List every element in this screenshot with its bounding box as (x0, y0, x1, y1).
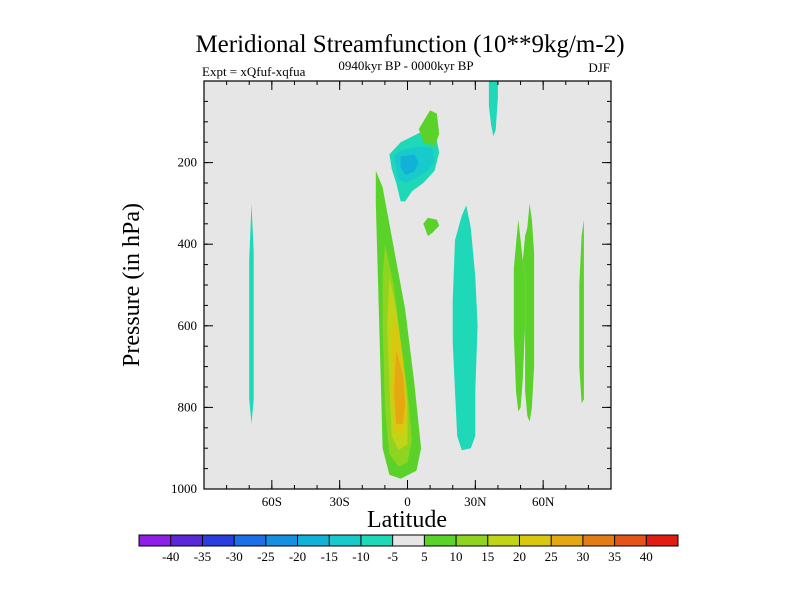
colorbar-level-label: -35 (194, 549, 211, 564)
colorbar-level-label: 10 (450, 549, 463, 564)
contour-region-positive-5-10-small-blob (423, 217, 440, 236)
colorbar-swatch (234, 535, 267, 546)
y-tick-label: 200 (178, 155, 198, 170)
colorbar-level-label: 25 (545, 549, 558, 564)
colorbar-level-label: 40 (640, 549, 653, 564)
x-tick-label: 60N (532, 494, 555, 509)
y-tick-label: 800 (178, 399, 198, 414)
colorbar-swatch (582, 535, 615, 546)
contour-region-positive-5-10-upper-tail (418, 110, 440, 147)
colorbar-level-label: -40 (162, 549, 179, 564)
colorbar-level-label: 5 (421, 549, 428, 564)
colorbar-swatch (646, 535, 679, 546)
x-tick-label: 30S (330, 494, 350, 509)
colorbar-swatch (456, 535, 489, 546)
colorbar-swatch (360, 535, 393, 546)
y-tick-label: 400 (178, 236, 198, 251)
colorbar-frame (138, 534, 679, 547)
contour-region-negative-5-10-top-strip (488, 81, 498, 137)
colorbar-swatch (139, 535, 172, 546)
colorbar-swatch (170, 535, 203, 546)
colorbar-level-label: -20 (289, 549, 306, 564)
contour-region-negative-5-10-sh-strip (249, 203, 254, 424)
colorbar-level-label: 35 (608, 549, 621, 564)
colorbar-swatch (424, 535, 457, 546)
contour-regions (249, 81, 584, 479)
colorbar-level-label: -10 (352, 549, 369, 564)
colorbar-swatch (519, 535, 552, 546)
contour-region-negative-15-20-upper (400, 154, 419, 175)
y-tick-label: 600 (178, 318, 198, 333)
chart-subtitle: 0940kyr BP - 0000kyr BP (338, 58, 473, 73)
colorbar-swatch (614, 535, 647, 546)
colorbar-level-label: -5 (387, 549, 398, 564)
colorbar-swatch (551, 535, 584, 546)
x-tick-label: 30N (464, 494, 487, 509)
colorbar-swatch (265, 535, 298, 546)
colorbar: -40 -35 -30 -25 -20 -15 -10 -5 5 10 15 20 25 30 35 40 (138, 534, 679, 564)
y-tick-label: 1000 (171, 481, 197, 496)
experiment-label: Expt = xQfuf-xqfua (202, 64, 306, 79)
contour-region-positive-5-10-nh-column-a (513, 219, 526, 412)
colorbar-swatch (202, 535, 235, 546)
colorbar-level-label: -30 (225, 549, 242, 564)
colorbar-swatch (487, 535, 520, 546)
colorbar-level-label: 15 (481, 549, 494, 564)
contour-region-positive-5-10-high-lat-strip (579, 219, 584, 404)
colorbar-level-label: 20 (513, 549, 526, 564)
x-tick-label: 0 (404, 494, 411, 509)
colorbar-level-label: 30 (576, 549, 589, 564)
chart-title: Meridional Streamfunction (10**9kg/m-2) (195, 31, 624, 58)
axis-ticks: 60S 30S 0 30N 60N 200 400 600 800 1000 (171, 80, 612, 509)
colorbar-swatch (329, 535, 362, 546)
season-label: DJF (588, 60, 610, 75)
colorbar-level-label: -25 (257, 549, 274, 564)
colorbar-swatch (297, 535, 330, 546)
x-tick-label: 60S (262, 494, 282, 509)
contour-region-positive-5-10-nh-column-b (522, 203, 535, 422)
y-axis-label: Pressure (in hPa) (119, 203, 145, 367)
x-axis-label: Latitude (367, 507, 447, 533)
colorbar-level-label: -15 (321, 549, 338, 564)
contour-region-positive-25-30 (393, 350, 406, 424)
contour-region-negative-5-10-nh-column (452, 205, 478, 451)
colorbar-swatch (392, 535, 425, 546)
